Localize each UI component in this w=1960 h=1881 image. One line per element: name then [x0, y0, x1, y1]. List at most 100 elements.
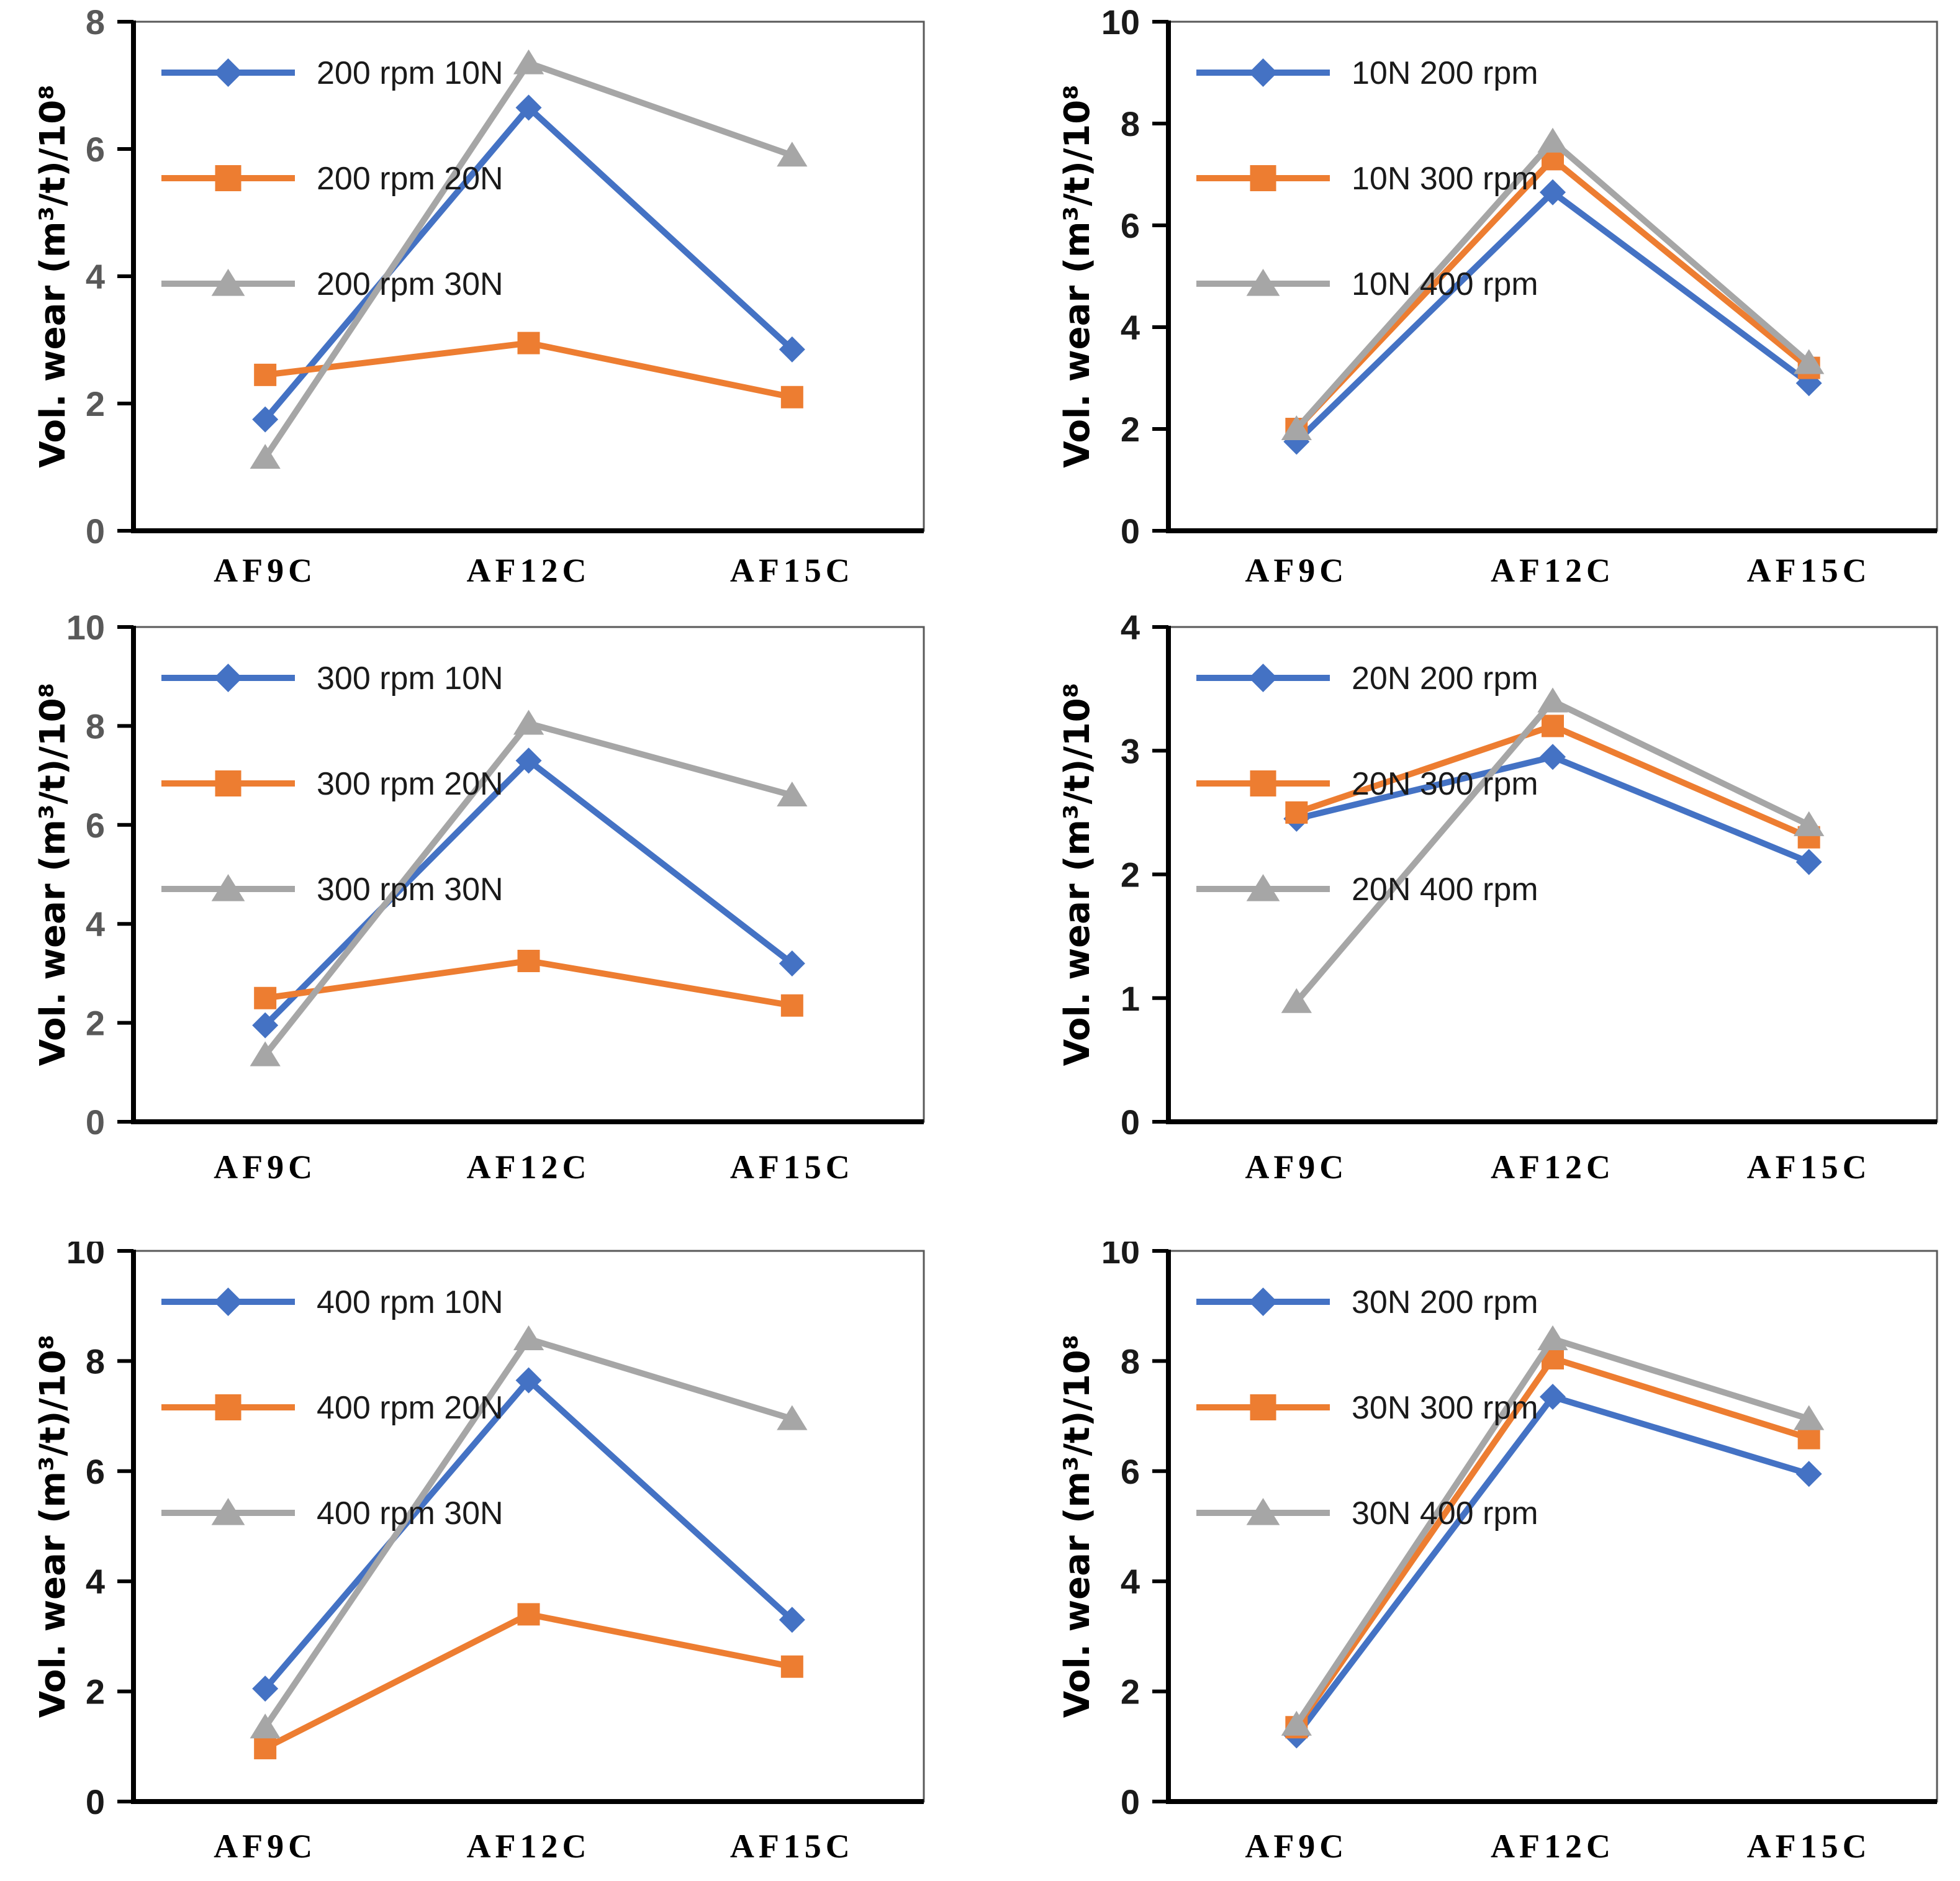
chart-panel-top-right: 0 2 4 6 8 10 AF9C AF12C AF15C Vol. wear (m³/t)/10…: [993, 0, 1960, 611]
data-point-marker: [515, 94, 542, 121]
legend-entry: 200 rpm 10N: [161, 55, 504, 91]
legend-label: 30N 300 rpm: [1352, 1390, 1538, 1426]
legend-label: 300 rpm 10N: [317, 661, 504, 697]
legend-marker-square: [215, 770, 242, 796]
legend-label: 300 rpm 30N: [317, 872, 504, 908]
data-point-marker: [1540, 179, 1566, 205]
series-line: [1294, 189, 1811, 444]
data-point-marker: [1540, 744, 1566, 770]
line-chart-middle-right: 0 1 2 3 4 AF9C AF12C AF15C Vol. wear (m³/t)/10⁸ 2…: [1057, 611, 1938, 1186]
series-square: [254, 1603, 803, 1759]
line-chart-top-right: 0 2 4 6 8 10 AF9C AF12C AF15C Vol. wear (m³/t)/10…: [1057, 2, 1938, 589]
x-category-label: AF15C: [1747, 1148, 1871, 1186]
series-diamond: [1283, 1384, 1822, 1749]
series-triangle: [250, 49, 808, 469]
plot-area-frame: [1167, 20, 1938, 532]
x-category-label: AF12C: [467, 1148, 591, 1186]
series-triangle: [250, 710, 808, 1067]
x-category-label: AF9C: [1245, 552, 1348, 589]
legend-entry: 30N 300 rpm: [1196, 1390, 1538, 1426]
x-category-label: AF12C: [467, 1828, 591, 1865]
legend-entry: 20N 200 rpm: [1196, 661, 1538, 697]
x-category-label: AF12C: [1491, 1148, 1615, 1186]
y-axis-tick-label: 6: [1121, 206, 1140, 245]
x-category-label: AF15C: [730, 1148, 854, 1186]
y-axis-tick-label: 4: [86, 904, 105, 944]
y-axis-tick-label: 2: [86, 384, 105, 423]
y-axis-tick-label: 0: [86, 512, 105, 551]
legend-marker-square: [1250, 1394, 1276, 1420]
legend-entry: 400 rpm 30N: [161, 1495, 504, 1531]
data-point-marker: [1794, 349, 1825, 374]
y-axis-tick-label: 4: [1121, 1562, 1140, 1601]
series-square: [254, 949, 803, 1017]
y-axis-tick-label: 0: [1121, 512, 1140, 551]
data-point-marker: [1794, 1405, 1825, 1430]
y-axis-tick-label: 8: [1121, 1342, 1140, 1381]
series-diamond: [1283, 179, 1822, 455]
y-axis-tick-label: 10: [66, 1242, 105, 1271]
data-point-marker: [1281, 415, 1312, 441]
legend-label: 30N 200 rpm: [1352, 1284, 1538, 1320]
data-point-marker: [515, 1367, 542, 1394]
series-triangle: [1281, 1325, 1825, 1736]
data-point-marker: [777, 142, 808, 167]
x-category-label: AF12C: [1491, 1828, 1615, 1865]
y-axis-tick-label: 8: [86, 2, 105, 42]
x-category-label: AF9C: [214, 1828, 317, 1865]
legend-marker-square: [215, 165, 242, 191]
data-point-marker: [517, 949, 540, 972]
y-axis-tick-label: 6: [86, 1452, 105, 1491]
y-axis-tick-label: 4: [1121, 611, 1140, 647]
data-point-marker: [254, 1736, 277, 1759]
legend-entry: 400 rpm 10N: [161, 1284, 504, 1320]
legend-marker-triangle: [1246, 1498, 1280, 1525]
series-diamond: [252, 747, 805, 1039]
y-axis-tick-label: 8: [86, 1342, 105, 1381]
data-point-marker: [513, 710, 544, 735]
chart-panel-bottom-left: 0 2 4 6 8 10 AF9C AF12C AF15C Vol. wear (m³/t)/10…: [0, 1242, 967, 1881]
data-point-marker: [1795, 1461, 1822, 1487]
legend-label: 10N 300 rpm: [1352, 161, 1538, 197]
data-point-marker: [252, 1012, 279, 1039]
data-point-marker: [777, 1405, 808, 1430]
series-line: [263, 1377, 795, 1691]
data-point-marker: [1795, 849, 1822, 875]
y-axis-tick-label: 3: [1121, 731, 1140, 770]
y-axis-tick-label: 10: [66, 611, 105, 647]
data-point-marker: [1281, 1710, 1312, 1736]
y-axis-tick-label: 0: [1121, 1103, 1140, 1142]
data-point-marker: [250, 1041, 281, 1067]
y-axis-tick-label: 0: [86, 1782, 105, 1821]
legend-label: 10N 400 rpm: [1352, 266, 1538, 302]
legend-label: 200 rpm 30N: [317, 266, 504, 302]
y-axis-title: Vol. wear (m³/t)/10⁸: [33, 1335, 73, 1718]
line-chart-middle-left: 0 2 4 6 8 10 AF9C AF12C AF15C Vol. wear (m³/t)/10…: [33, 611, 925, 1186]
series-square: [254, 332, 803, 408]
x-category-label: AF15C: [730, 552, 854, 589]
legend-marker-square: [1250, 770, 1276, 796]
y-axis-tick-label: 8: [86, 706, 105, 746]
legend-marker-diamond: [214, 1288, 243, 1316]
legend-label: 20N 300 rpm: [1352, 766, 1538, 802]
x-category-label: AF15C: [730, 1828, 854, 1865]
chart-panel-middle-left: 0 2 4 6 8 10 AF9C AF12C AF15C Vol. wear (m³/t)/10…: [0, 611, 967, 1242]
series-line: [1294, 1394, 1810, 1738]
x-category-label: AF12C: [467, 552, 591, 589]
x-category-label: AF15C: [1747, 1828, 1871, 1865]
legend-marker-diamond: [214, 664, 243, 692]
series-diamond: [252, 94, 805, 433]
data-point-marker: [1285, 801, 1308, 824]
legend-marker-diamond: [1249, 1288, 1278, 1316]
y-axis-tick-label: 10: [1101, 1242, 1140, 1271]
legend-entry: 200 rpm 20N: [161, 161, 504, 197]
x-category-label: AF15C: [1747, 552, 1871, 589]
data-point-marker: [515, 747, 542, 774]
data-point-marker: [1794, 811, 1825, 836]
legend-marker-triangle: [211, 269, 245, 296]
data-point-marker: [779, 950, 805, 977]
plot-area-frame: [132, 626, 925, 1123]
line-chart-bottom-right: 0 2 4 6 8 10 AF9C AF12C AF15C Vol. wear (m³/t)/10…: [1057, 1242, 1938, 1865]
legend-entry: 300 rpm 30N: [161, 872, 504, 908]
